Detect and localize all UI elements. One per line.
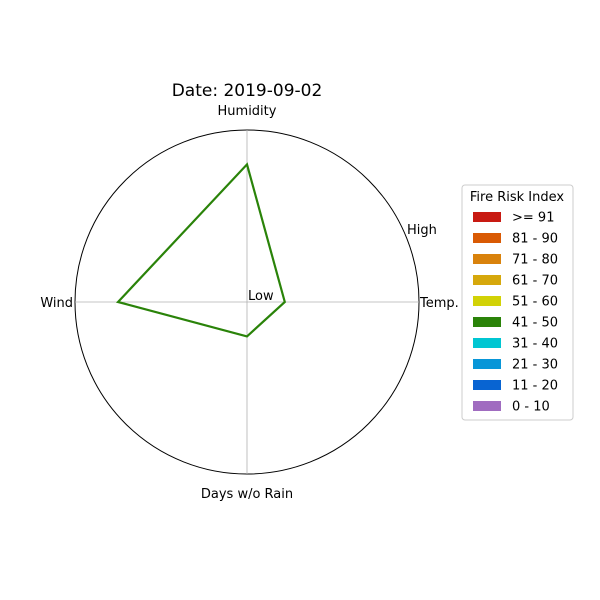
axis-label-temp: Temp. bbox=[419, 296, 459, 311]
legend-entry: 81 - 90 bbox=[473, 232, 558, 247]
legend-swatch bbox=[473, 401, 501, 411]
series-polygon bbox=[115, 162, 287, 338]
legend-swatch bbox=[473, 338, 501, 348]
legend-label: 31 - 40 bbox=[512, 337, 558, 352]
legend-swatch bbox=[473, 380, 501, 390]
legend-swatch bbox=[473, 254, 501, 264]
legend-entry: 31 - 40 bbox=[473, 337, 558, 352]
legend-label: 81 - 90 bbox=[512, 232, 558, 247]
legend-label: 41 - 50 bbox=[512, 316, 558, 331]
legend: Fire Risk Index >= 91 81 - 90 71 - 80 61 - … bbox=[461, 184, 574, 421]
legend-entry: 41 - 50 bbox=[473, 316, 558, 331]
legend-label: 11 - 20 bbox=[512, 379, 558, 394]
radial-label-low: Low bbox=[248, 289, 274, 304]
legend-swatch bbox=[473, 317, 501, 327]
radar-gridlines bbox=[75, 130, 419, 474]
axis-label-wind: Wind bbox=[40, 296, 73, 311]
legend-entry: >= 91 bbox=[473, 211, 554, 226]
legend-title: Fire Risk Index bbox=[470, 190, 565, 205]
legend-label: 71 - 80 bbox=[512, 253, 558, 268]
legend-entry: 51 - 60 bbox=[473, 295, 558, 310]
legend-swatch bbox=[473, 233, 501, 243]
radial-label-high: High bbox=[407, 223, 437, 238]
axis-label-days-without-rain: Days w/o Rain bbox=[201, 487, 293, 502]
legend-swatch bbox=[473, 275, 501, 285]
legend-swatch bbox=[473, 296, 501, 306]
legend-swatch bbox=[473, 359, 501, 369]
legend-entry: 71 - 80 bbox=[473, 253, 558, 268]
axis-label-humidity: Humidity bbox=[218, 104, 277, 119]
legend-label: 61 - 70 bbox=[512, 274, 558, 289]
legend-label: 21 - 30 bbox=[512, 358, 558, 373]
legend-entry: 61 - 70 bbox=[473, 274, 558, 289]
legend-entry: 21 - 30 bbox=[473, 358, 558, 373]
legend-label: 51 - 60 bbox=[512, 295, 558, 310]
legend-entry: 11 - 20 bbox=[473, 379, 558, 394]
legend-items: >= 91 81 - 90 71 - 80 61 - 70 51 - 60 41 - 50… bbox=[473, 211, 558, 415]
legend-entry: 0 - 10 bbox=[473, 400, 550, 415]
legend-label: 0 - 10 bbox=[512, 400, 550, 415]
legend-label: >= 91 bbox=[512, 211, 554, 226]
legend-swatch bbox=[473, 212, 501, 222]
chart-title: Date: 2019-09-02 bbox=[172, 81, 323, 101]
